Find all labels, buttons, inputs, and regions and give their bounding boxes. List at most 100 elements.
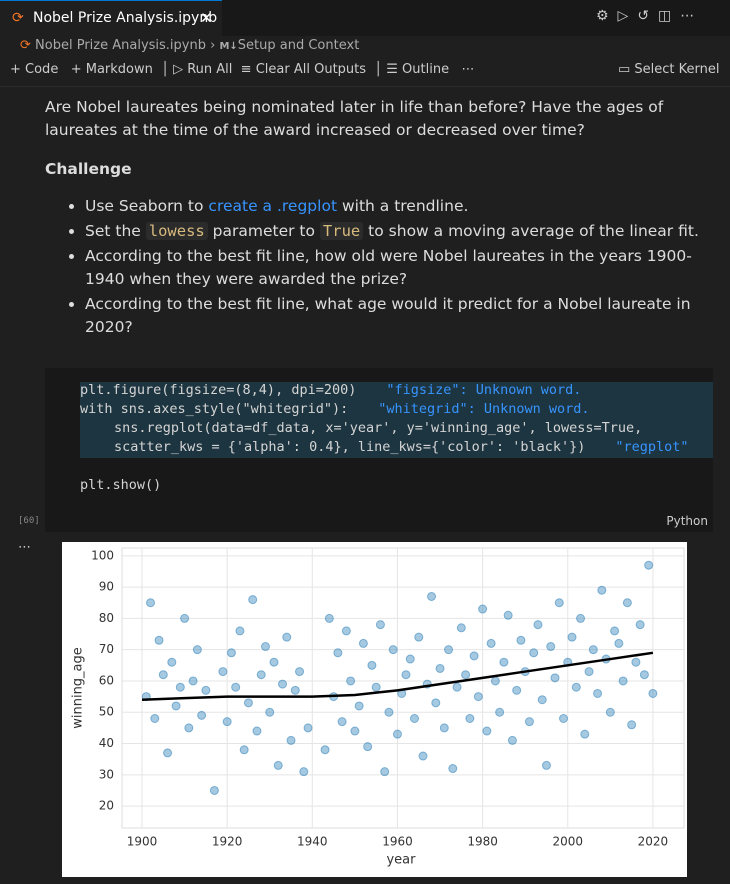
point [350,726,360,736]
point [576,613,586,623]
point [201,685,211,695]
link[interactable]: create a .regplot [208,197,338,215]
point [188,676,198,686]
tab-bar: ⟳ Nobel Prize Analysis.ipynb ✕ ⚙▷↺◫⋯ [0,0,730,37]
point [431,698,441,708]
point [273,760,283,770]
x-tick-label: 2000 [552,835,583,849]
code-line: scatter_kws = {'alpha': 0.4}, line_kws={… [80,439,713,458]
text: with a trendline. [337,197,469,215]
output-menu[interactable]: ⋯ [18,540,31,555]
y-tick-label: 70 [99,642,114,656]
clear-outputs[interactable]: Clear All Outputs [255,62,367,77]
point [209,785,219,795]
x-tick-label: 1960 [382,835,413,849]
breadcrumb: ⟳ Nobel Prize Analysis.ipynb › M↓Setup a… [20,38,360,53]
point [516,635,526,645]
add-code[interactable]: Code [25,62,59,77]
point [610,626,620,636]
point [235,626,245,636]
breadcrumb-file[interactable]: Nobel Prize Analysis.ipynb [35,38,206,53]
point [299,767,309,777]
y-tick-label: 40 [99,736,114,750]
code-line: plt.show() [80,477,162,493]
run-all[interactable]: Run All [187,62,233,77]
point [499,657,509,667]
point [605,707,615,717]
language[interactable]: Python [666,514,708,528]
point [414,632,424,642]
question: Are Nobel laureates being nominated late… [45,98,664,139]
point [290,685,300,695]
point [461,670,471,680]
y-tick-label: 50 [99,705,114,719]
code-cell[interactable]: plt.figure(figsize=(8,4), dpi=200) "figsi… [45,368,713,532]
point [533,620,543,630]
y-tick-label: 60 [99,673,114,687]
plot-area [121,547,685,829]
point [388,645,398,655]
point [371,682,381,692]
bullet: According to the best fit line, what age… [85,293,705,339]
point [648,688,658,698]
add-markdown[interactable]: Markdown [85,62,153,77]
point [618,676,628,686]
point [341,626,351,636]
bullet: Use Seaborn to create a .regplot with a … [85,195,705,218]
text: to show a moving average of the linear f… [363,222,699,240]
breadcrumb-section[interactable]: Setup and Context [237,38,360,53]
point [286,735,296,745]
point [248,595,258,605]
point [282,632,292,642]
code-line: plt.figure(figsize=(8,4), dpi=200) "figsi… [80,382,713,401]
point [239,745,249,755]
point [392,729,402,739]
point [546,642,556,652]
point [380,767,390,777]
point [473,692,483,702]
point [269,657,279,667]
select-kernel[interactable]: ▭ Select Kernel [618,62,720,77]
point [337,717,347,727]
point [524,717,534,727]
outline[interactable]: Outline [402,62,450,77]
point [478,604,488,614]
chart: year winning_age 1900 1920 1940 1960 1980 200… [62,542,687,877]
point [375,620,385,630]
point [507,735,517,745]
point [452,682,462,692]
text: parameter to [207,222,320,240]
toolbar: + Code + Markdown │ ▷ Run All ≡ Clear Al… [10,62,475,77]
tab[interactable]: ⟳ Nobel Prize Analysis.ipynb ✕ [0,0,222,37]
point [503,610,513,620]
point [405,654,415,664]
point [465,714,475,724]
code-line: sns.regplot(data=df_data, x='year', y='w… [80,420,713,439]
point [167,657,177,667]
point [320,745,330,755]
point [401,670,411,680]
point [278,679,288,689]
y-tick-label: 90 [99,580,114,594]
x-tick-label: 1980 [467,835,498,849]
trend-line [141,651,654,701]
inline-code: lowess [145,222,208,240]
point [363,742,373,752]
markdown-cell: Are Nobel laureates being nominated late… [45,96,705,341]
point [184,723,194,733]
point [427,591,437,601]
point [265,707,275,717]
point [490,676,500,686]
x-tick-label: 2020 [638,835,669,849]
point [486,638,496,648]
text: Use Seaborn to [85,197,209,215]
point [154,635,164,645]
point [584,667,594,677]
point [469,651,479,661]
point [197,710,207,720]
point [495,707,505,717]
point [529,648,539,658]
execution-count: [60] [18,516,40,526]
point [627,720,637,730]
point [482,726,492,736]
